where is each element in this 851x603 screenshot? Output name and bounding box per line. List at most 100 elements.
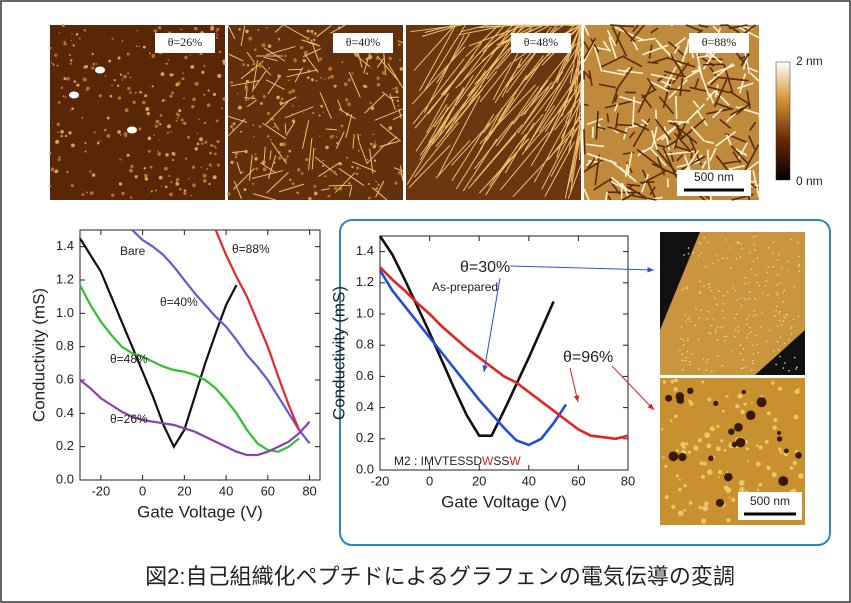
afm-grain (176, 113, 179, 116)
inset-grain (718, 290, 720, 292)
afm-grain (334, 85, 337, 88)
afm-grain (55, 169, 59, 173)
series-label: θ=40% (160, 295, 198, 309)
afm-grain (63, 95, 65, 97)
afm-grain (58, 158, 61, 161)
afm-grain (104, 129, 107, 132)
afm-grain (372, 145, 376, 149)
inset-grain (758, 285, 760, 287)
afm-grain (74, 80, 77, 83)
inset-grain (729, 497, 731, 499)
afm-grain (52, 63, 54, 65)
afm-grain (319, 135, 321, 137)
inset-grain (717, 355, 719, 357)
afm-grain (215, 147, 217, 149)
inset-grain (772, 252, 774, 254)
inset-grain (701, 381, 704, 384)
inset-grain (745, 277, 747, 279)
afm-grain (303, 132, 304, 133)
inset-grain (711, 370, 713, 372)
afm-grain (301, 172, 304, 175)
afm-grain (70, 63, 72, 65)
afm-grain (314, 192, 318, 196)
afm-grain (178, 109, 181, 112)
inset-grain (798, 270, 800, 272)
afm-grain (175, 182, 179, 186)
afm-grain (127, 72, 129, 74)
inset-grain (777, 274, 779, 276)
afm-grain (207, 89, 209, 91)
afm-grain (171, 91, 174, 94)
inset-grain (775, 364, 777, 366)
inset-pit (777, 431, 781, 435)
inset-grain (670, 380, 674, 384)
afm-grain (64, 41, 66, 43)
afm-grain (197, 143, 200, 146)
afm-grain (280, 143, 283, 146)
afm-grain (130, 196, 132, 198)
afm-grain (122, 79, 123, 80)
x-tick-label: 60 (261, 483, 275, 498)
inset-grain (661, 428, 663, 430)
inset-grain (699, 317, 701, 319)
afm-grain (98, 140, 100, 142)
inset-grain (722, 326, 724, 328)
afm-grain (169, 94, 172, 97)
inset-grain (789, 339, 791, 341)
afm-grain (360, 168, 361, 169)
inset-grain (698, 506, 702, 510)
afm-grain (129, 76, 131, 78)
afm-grain (396, 91, 399, 94)
inset-pit (757, 397, 767, 407)
inset-grain (746, 337, 748, 339)
afm-grain (340, 124, 343, 127)
afm-particle (69, 92, 79, 99)
afm-grain (135, 92, 137, 94)
inset-grain (693, 252, 695, 254)
afm-grain (382, 71, 386, 75)
inset-grain (685, 442, 688, 445)
afm-grain (351, 166, 353, 168)
inset-grain (716, 425, 719, 428)
afm-grain (342, 61, 344, 63)
afm-grain (148, 137, 152, 141)
afm-grain (152, 85, 154, 87)
afm-grain (255, 153, 257, 155)
afm-grain (190, 65, 194, 69)
y-axis-label: Conductivity (mS) (329, 286, 348, 420)
inset-grain (685, 357, 687, 359)
afm-grain (230, 81, 233, 84)
afm-grain (377, 83, 381, 87)
afm-grain (253, 124, 254, 125)
afm-grain (55, 140, 59, 144)
inset-grain (687, 340, 689, 342)
afm-grain (347, 102, 351, 106)
afm-grain (190, 54, 191, 55)
afm-grain (227, 192, 230, 195)
inset-grain (689, 501, 693, 505)
afm-grain (158, 26, 161, 29)
afm-label: θ=88% (702, 35, 737, 49)
afm-grain (117, 130, 121, 134)
inset-grain (791, 326, 793, 328)
inset-grain (714, 297, 716, 299)
inset-grain (793, 318, 795, 320)
afm-grain (207, 103, 211, 107)
inset-grain (683, 339, 685, 341)
inset-grain (740, 410, 745, 415)
inset-grain (785, 317, 787, 319)
afm-grain (388, 57, 392, 61)
afm-grain (253, 63, 256, 66)
sequence-part: W (482, 454, 494, 468)
inset-grain (724, 485, 729, 490)
afm-grain (313, 185, 316, 188)
afm-grain (296, 192, 298, 194)
afm-grain (345, 98, 348, 101)
afm-grain (388, 126, 392, 130)
afm-grain (266, 27, 267, 28)
inset-pit (687, 388, 693, 394)
inset-grain (723, 295, 725, 297)
inset-grain (711, 325, 713, 327)
inset-grain (783, 301, 785, 303)
inset-grain (778, 387, 782, 391)
